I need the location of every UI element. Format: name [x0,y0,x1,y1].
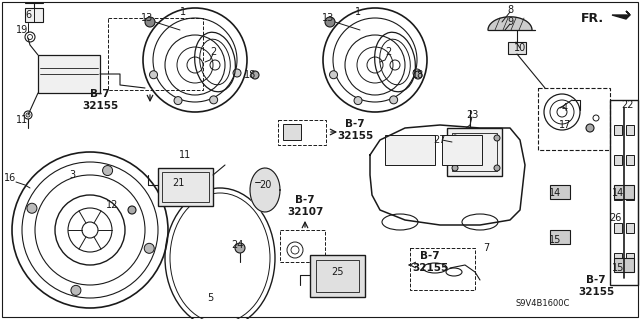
Text: 18: 18 [244,70,256,80]
Circle shape [71,286,81,295]
Bar [442,135,482,165]
Bar [550,230,570,244]
Text: 15: 15 [612,263,624,273]
Circle shape [325,17,335,27]
Circle shape [144,243,154,253]
Bar [614,253,622,263]
Text: B-7
32107: B-7 32107 [287,195,323,217]
Text: 26: 26 [609,213,621,223]
Text: 11: 11 [179,150,191,160]
Bar [614,185,634,199]
Text: 12: 12 [106,200,118,210]
Bar [158,168,213,206]
Circle shape [413,69,421,77]
Circle shape [251,71,259,79]
Text: 8: 8 [507,5,513,15]
Bar [614,155,622,165]
Text: 22: 22 [621,100,634,110]
Text: 13: 13 [322,13,334,23]
Text: 7: 7 [483,243,489,253]
Text: 11: 11 [16,115,28,125]
Circle shape [150,71,157,79]
Text: 24: 24 [231,240,243,250]
Bar [452,133,497,171]
Bar [108,18,203,90]
Text: B-7
32155: B-7 32155 [412,251,448,273]
Text: 14: 14 [549,188,561,198]
Circle shape [145,17,155,27]
Text: B-7
32155: B-7 32155 [578,275,614,297]
Bar [278,120,326,145]
Bar [316,260,359,292]
Text: 13: 13 [141,13,153,23]
Text: 15: 15 [549,235,561,245]
Bar [626,190,634,200]
Text: B-7
32155: B-7 32155 [337,119,373,141]
Bar [385,135,435,165]
Text: 3: 3 [69,170,75,180]
Circle shape [174,97,182,105]
Text: 1: 1 [355,7,361,17]
Circle shape [452,135,458,141]
Bar [162,172,209,202]
Text: 16: 16 [4,173,16,183]
Text: 21: 21 [172,178,184,188]
Bar [25,8,43,22]
Bar [508,42,526,54]
Circle shape [390,96,397,104]
Bar [626,253,634,263]
Text: FR.: FR. [580,11,604,25]
Text: 4: 4 [562,103,568,113]
Circle shape [235,243,245,253]
Text: 9: 9 [507,17,513,27]
Text: 27: 27 [434,135,446,145]
Bar [280,230,325,262]
Bar [614,258,634,272]
Text: 25: 25 [332,267,344,277]
Bar [610,100,638,285]
Text: 6: 6 [25,10,31,20]
Polygon shape [250,168,280,212]
Circle shape [210,96,218,104]
Circle shape [128,206,136,214]
Text: 23: 23 [466,110,478,120]
Bar [626,125,634,135]
Bar [614,125,622,135]
Bar [550,185,570,199]
Text: B-7
32155: B-7 32155 [82,89,118,111]
Circle shape [494,135,500,141]
Bar [310,255,365,297]
Polygon shape [612,11,630,19]
Bar [614,190,622,200]
Text: 19: 19 [16,25,28,35]
Bar [538,88,610,150]
Circle shape [354,97,362,105]
Text: S9V4B1600C: S9V4B1600C [516,299,570,308]
Text: 17: 17 [559,120,571,130]
Circle shape [452,165,458,171]
Circle shape [102,166,113,175]
Polygon shape [488,17,532,30]
Text: 10: 10 [514,43,526,53]
Bar [626,223,634,233]
Bar [38,55,100,93]
Circle shape [27,203,37,213]
Text: 1: 1 [180,7,186,17]
Text: 20: 20 [259,180,271,190]
Bar [410,248,475,290]
Bar [614,223,622,233]
Circle shape [233,69,241,77]
Circle shape [330,71,337,79]
Bar [626,155,634,165]
Text: 5: 5 [207,293,213,303]
Circle shape [494,165,500,171]
Circle shape [414,71,422,79]
Bar [447,128,502,176]
Text: 14: 14 [612,188,624,198]
Text: 18: 18 [412,70,424,80]
Bar [283,124,301,140]
Circle shape [586,124,594,132]
Text: 2: 2 [385,47,391,57]
Text: 2: 2 [210,47,216,57]
